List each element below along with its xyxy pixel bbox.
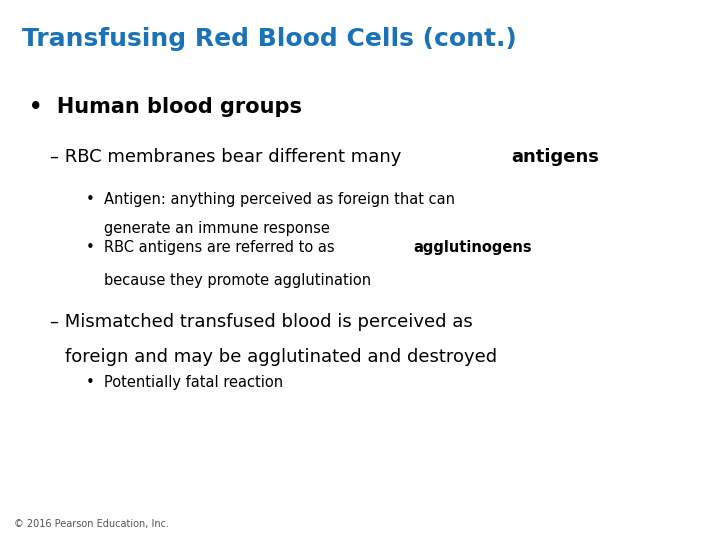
Text: foreign and may be agglutinated and destroyed: foreign and may be agglutinated and dest…: [65, 348, 497, 366]
Text: © 2016 Pearson Education, Inc.: © 2016 Pearson Education, Inc.: [14, 519, 169, 529]
Text: •  Potentially fatal reaction: • Potentially fatal reaction: [86, 375, 284, 390]
Text: Transfusing Red Blood Cells (cont.): Transfusing Red Blood Cells (cont.): [22, 27, 516, 51]
Text: – Mismatched transfused blood is perceived as: – Mismatched transfused blood is perceiv…: [50, 313, 473, 331]
Text: – RBC membranes bear different many: – RBC membranes bear different many: [50, 148, 408, 166]
Text: agglutinogens: agglutinogens: [413, 240, 532, 255]
Text: because they promote agglutination: because they promote agglutination: [104, 273, 372, 288]
Text: generate an immune response: generate an immune response: [104, 221, 330, 237]
Text: •  Human blood groups: • Human blood groups: [29, 97, 302, 117]
Text: antigens: antigens: [511, 148, 599, 166]
Text: •  RBC antigens are referred to as: • RBC antigens are referred to as: [86, 240, 340, 255]
Text: •  Antigen: anything perceived as foreign that can: • Antigen: anything perceived as foreign…: [86, 192, 455, 207]
